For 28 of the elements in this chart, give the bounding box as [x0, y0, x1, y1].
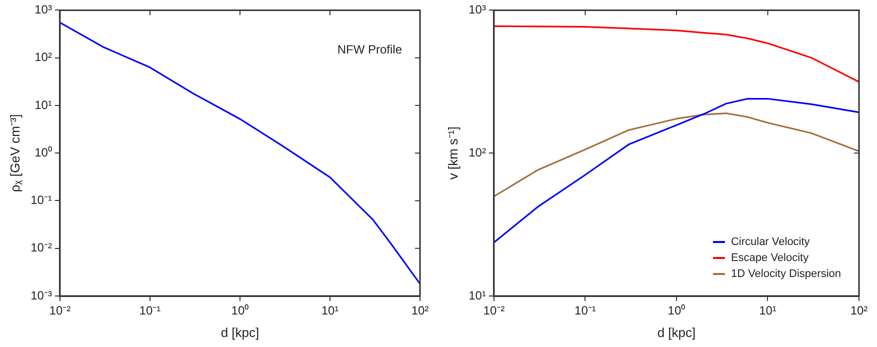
legend-label: Escape Velocity	[730, 252, 810, 264]
x-tick-label: 10⁰	[231, 304, 249, 318]
x-tick-label: 10⁰	[668, 304, 686, 318]
x-tick-label: 10⁻¹	[139, 304, 161, 318]
y-tick-label: 10⁰	[34, 145, 52, 160]
x-tick-label: 10⁻²	[483, 304, 505, 318]
x-tick-label: 10¹	[321, 304, 339, 318]
y-tick-label: 10³	[468, 2, 486, 17]
annotation: NFW Profile	[337, 42, 402, 57]
y-tick-label: 10⁻²	[30, 240, 52, 255]
y-tick-label: 10³	[34, 2, 52, 17]
y-tick-label: 10⁻¹	[30, 193, 52, 208]
x-axis-title: d [kpc]	[220, 324, 260, 340]
x-tick-label: 10¹	[759, 304, 776, 318]
legend-label: Circular Velocity	[730, 236, 810, 248]
x-tick-label: 10²	[850, 304, 868, 318]
legend-label: 1D Velocity Dispersion	[730, 268, 842, 280]
y-tick-label: 10¹	[468, 288, 486, 302]
y-tick-label: 10²	[34, 50, 52, 64]
y-tick-label: 10⁻³	[30, 288, 52, 302]
y-tick-label: 10¹	[34, 98, 52, 112]
x-tick-label: 10⁻¹	[574, 304, 596, 318]
y-tick-label: 10²	[468, 145, 486, 160]
y-axis-title: ρᵪ [GeV cm⁻³]	[7, 114, 22, 192]
x-axis-title: d [kpc]	[657, 324, 696, 340]
x-tick-label: 10⁻²	[49, 304, 71, 318]
x-tick-label: 10²	[411, 304, 429, 318]
y-axis-title: v [km s⁻¹]	[445, 126, 460, 180]
